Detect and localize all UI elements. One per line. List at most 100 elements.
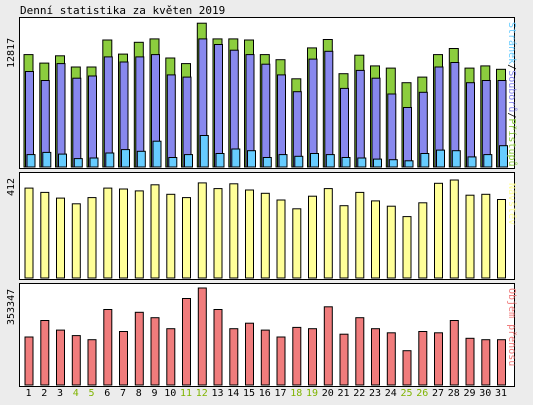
- x-tick-label-day-17: 17: [274, 388, 287, 399]
- traffic-bar-day-7: [119, 331, 128, 386]
- chart-title: Denní statistika za květen 2019: [20, 4, 226, 17]
- traffic-bar-day-3: [56, 329, 65, 386]
- x-tick-label-day-8: 8: [135, 388, 142, 399]
- panel3-legend: Objem přenosu: [506, 288, 517, 366]
- x-tick-label-day-15: 15: [242, 388, 256, 399]
- legend-pages: Přístupů: [506, 118, 517, 167]
- x-tick-label-day-16: 16: [258, 388, 271, 399]
- x-tick-label-day-30: 30: [479, 388, 492, 399]
- hits-files-pages-chart: [23, 22, 508, 168]
- hits-bar-day-26: [420, 153, 430, 168]
- visits-bar-day-27: [434, 182, 443, 279]
- x-tick-label-day-9: 9: [151, 388, 158, 399]
- x-tick-label-day-10: 10: [164, 388, 177, 399]
- visits-bar-day-22: [355, 191, 365, 279]
- x-tick-label-day-22: 22: [353, 388, 366, 399]
- files-bar-day-6: [103, 56, 113, 168]
- visits-chart: [24, 179, 506, 279]
- hits-bar-day-23: [373, 158, 382, 168]
- x-tick-label-day-26: 26: [416, 388, 429, 399]
- files-bar-day-16: [261, 63, 271, 168]
- hits-files-pages-panel: [19, 17, 515, 169]
- visits-bar-day-11: [182, 197, 191, 279]
- files-bar-day-20: [324, 50, 334, 168]
- x-tick-label-day-19: 19: [305, 388, 319, 399]
- panel2-legend: Návštěv: [506, 183, 517, 225]
- hits-bar-day-21: [341, 157, 351, 168]
- files-bar-day-1: [25, 71, 34, 168]
- visits-bar-day-28: [449, 179, 459, 279]
- hits-bar-day-31: [499, 145, 508, 168]
- visits-bar-day-16: [260, 192, 270, 279]
- legend-traffic: Objem přenosu: [506, 288, 517, 367]
- hits-bar-day-6: [105, 152, 115, 168]
- panel3-ymax-label: 353347: [6, 288, 17, 325]
- visits-bar-day-13: [213, 188, 223, 279]
- visits-bar-day-15: [245, 189, 254, 279]
- traffic-bar-day-19: [308, 328, 317, 386]
- traffic-bar-day-10: [166, 328, 176, 386]
- hits-bar-day-14: [231, 148, 241, 168]
- visits-bar-day-2: [40, 191, 50, 279]
- panel2-ymax-label: 412: [6, 177, 17, 196]
- files-bar-day-18: [292, 91, 302, 168]
- files-bar-day-23: [371, 77, 381, 168]
- files-bar-day-30: [481, 80, 491, 168]
- hits-bar-day-9: [152, 140, 162, 168]
- visits-bar-day-29: [465, 194, 475, 279]
- traffic-bar-day-22: [355, 317, 365, 386]
- hits-bar-day-28: [451, 150, 461, 168]
- visits-bar-day-6: [103, 187, 113, 279]
- visits-bar-day-31: [497, 199, 506, 279]
- hits-bar-day-4: [73, 158, 83, 168]
- x-tick-label-day-2: 2: [41, 388, 48, 399]
- traffic-bar-day-18: [292, 326, 302, 386]
- files-bar-day-21: [340, 87, 349, 168]
- x-tick-label-day-1: 1: [25, 388, 32, 399]
- visits-bar-day-9: [150, 184, 160, 279]
- files-bar-day-10: [166, 74, 176, 168]
- legend-files: Souborů: [506, 70, 517, 113]
- files-bar-day-5: [88, 75, 97, 168]
- visits-bar-day-7: [119, 188, 128, 279]
- x-tick-label-day-6: 6: [104, 388, 111, 399]
- traffic-bar-day-13: [213, 309, 223, 386]
- x-tick-label-day-25: 25: [400, 388, 413, 399]
- visits-bar-day-8: [134, 190, 144, 279]
- traffic-bar-day-27: [434, 332, 443, 386]
- panel1-legend: Stránek/Souborů/Přístupů: [506, 22, 517, 167]
- x-tick-label-day-11: 11: [179, 388, 193, 399]
- traffic-bar-day-31: [497, 339, 506, 386]
- traffic-bar-day-9: [150, 317, 160, 386]
- files-bar-day-22: [355, 69, 365, 168]
- x-tick-label-day-24: 24: [384, 388, 397, 399]
- visits-bar-day-14: [229, 183, 239, 279]
- traffic-panel: [19, 283, 515, 387]
- hits-bar-day-17: [278, 154, 288, 168]
- legend-visits: Návštěv: [506, 183, 517, 226]
- x-tick-label-day-3: 3: [56, 388, 64, 399]
- hits-bar-day-16: [262, 157, 272, 168]
- visits-bar-day-12: [197, 182, 207, 279]
- files-bar-day-25: [403, 107, 412, 168]
- traffic-bar-day-4: [71, 335, 81, 386]
- traffic-bar-day-12: [197, 287, 207, 386]
- hits-bar-day-3: [58, 153, 67, 168]
- hits-bar-day-27: [436, 149, 445, 168]
- hits-bar-day-25: [404, 160, 414, 168]
- x-tick-label-day-13: 13: [211, 388, 224, 399]
- files-bar-day-15: [245, 54, 255, 168]
- hits-bar-day-19: [310, 153, 319, 168]
- visits-bar-day-10: [166, 193, 176, 279]
- visits-bar-day-1: [24, 187, 34, 279]
- x-tick-label-day-27: 27: [431, 388, 445, 399]
- traffic-bar-day-29: [465, 337, 475, 386]
- traffic-bar-day-6: [103, 309, 113, 386]
- hits-bar-day-1: [26, 154, 36, 168]
- legend-hits: Stránek: [506, 22, 517, 65]
- hits-bar-day-18: [294, 155, 304, 168]
- files-bar-day-3: [56, 63, 66, 168]
- files-bar-day-17: [277, 74, 286, 168]
- hits-bar-day-7: [121, 149, 130, 168]
- traffic-bar-day-30: [481, 339, 491, 386]
